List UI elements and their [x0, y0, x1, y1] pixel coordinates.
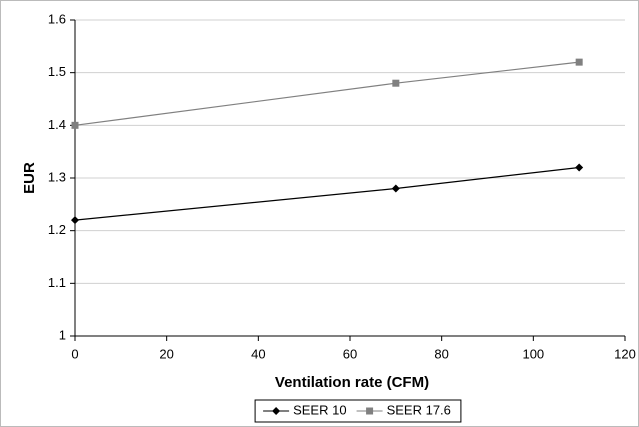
legend-label: SEER 17.6	[387, 402, 451, 417]
marker	[392, 79, 400, 87]
marker	[575, 163, 584, 172]
y-tick-label: 1.3	[48, 169, 66, 184]
marker	[391, 184, 400, 193]
legend: SEER 10 SEER 17.6	[254, 399, 462, 423]
y-tick-label: 1.2	[48, 222, 66, 237]
x-tick-label: 0	[71, 346, 78, 361]
x-tick-label: 40	[251, 346, 265, 361]
x-tick-label: 120	[614, 346, 636, 361]
y-tick-label: 1.4	[48, 117, 66, 132]
marker	[71, 216, 79, 225]
y-tick-label: 1	[59, 327, 66, 342]
y-tick-label: 1.6	[48, 11, 66, 26]
legend-label: SEER 10	[293, 402, 346, 417]
y-tick-label: 1.1	[48, 275, 66, 290]
marker	[272, 407, 281, 415]
x-tick-label: 20	[159, 346, 173, 361]
x-tick-label: 60	[343, 346, 357, 361]
marker	[366, 407, 374, 415]
y-axis-title: EUR	[21, 162, 38, 194]
x-tick-label: 100	[522, 346, 544, 361]
x-axis-title: Ventilation rate (CFM)	[275, 374, 429, 391]
y-tick-label: 1.5	[48, 64, 66, 79]
marker	[575, 58, 583, 66]
x-tick-label: 80	[434, 346, 448, 361]
marker	[71, 121, 79, 129]
